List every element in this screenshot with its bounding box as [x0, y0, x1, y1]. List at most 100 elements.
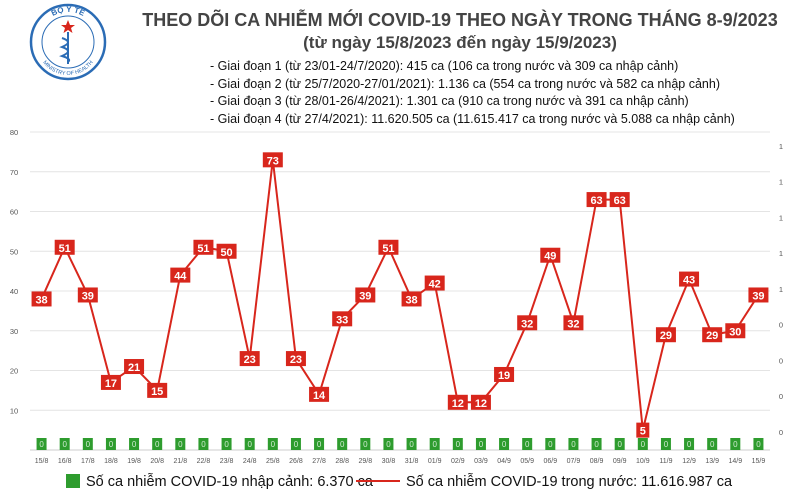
data-label: 23	[244, 354, 256, 366]
entry-bar-label: 0	[687, 440, 692, 449]
entry-bar	[660, 438, 671, 450]
y-tick-label-right: 1	[779, 142, 783, 151]
data-label-box	[702, 327, 723, 343]
entry-bar	[753, 438, 764, 450]
y-tick-label-left: 20	[10, 367, 18, 376]
entry-bar	[175, 438, 186, 450]
data-label-box	[147, 382, 168, 398]
entry-bar	[707, 438, 718, 450]
entry-bar-label: 0	[294, 440, 299, 449]
x-tick-label: 28/8	[335, 458, 349, 465]
entry-bar	[475, 438, 486, 450]
y-tick-label-right: 1	[779, 285, 783, 294]
x-tick-label: 08/9	[590, 458, 604, 465]
data-label: 63	[614, 195, 626, 207]
legend-item-bar: Số ca nhiễm COVID-19 nhập cảnh: 6.370 ca	[66, 474, 373, 490]
entry-bar-label: 0	[155, 440, 160, 449]
data-label-box	[239, 351, 260, 367]
data-label-box	[100, 374, 121, 390]
entry-bar-label: 0	[409, 440, 414, 449]
y-tick-label-right: 0	[779, 392, 783, 401]
y-tick-label-right: 1	[779, 178, 783, 187]
y-tick-label-left: 70	[10, 168, 18, 177]
entry-bar-label: 0	[479, 440, 484, 449]
svg-text:BỘ Y TẾ: BỘ Y TẾ	[50, 5, 87, 18]
entry-bar	[221, 438, 232, 450]
entry-bar-label: 0	[247, 440, 252, 449]
data-label: 30	[729, 326, 741, 338]
domestic-cases-line	[40, 158, 760, 432]
entry-bar-label: 0	[62, 440, 67, 449]
x-tick-label: 07/9	[567, 458, 581, 465]
entry-bar	[522, 438, 533, 450]
x-tick-label: 13/9	[705, 458, 719, 465]
x-tick-label: 04/9	[497, 458, 511, 465]
chart-title: THEO DÕI CA NHIỄM MỚI COVID-19 THEO NGÀY…	[142, 10, 778, 30]
entry-bar	[36, 438, 47, 450]
x-tick-label: 30/8	[382, 458, 396, 465]
data-label-box	[447, 394, 468, 410]
phase-note: - Giai đoạn 2 (từ 25/7/2020-27/01/2021):…	[210, 76, 720, 91]
entry-bar-label: 0	[525, 440, 530, 449]
entry-bar	[499, 438, 510, 450]
entry-bar	[129, 438, 140, 450]
entry-bar-label: 0	[271, 440, 276, 449]
x-tick-label: 12/9	[682, 458, 696, 465]
entry-bar	[452, 438, 463, 450]
data-label: 73	[267, 155, 279, 167]
data-label-box	[216, 243, 237, 259]
entry-bar	[337, 438, 348, 450]
data-label: 17	[105, 378, 117, 390]
x-tick-label: 24/8	[243, 458, 257, 465]
logo-text-top: BỘ Y TẾ	[50, 5, 87, 18]
entry-bar	[244, 438, 255, 450]
x-tick-label: 14/9	[729, 458, 743, 465]
data-label-box	[378, 239, 399, 255]
x-tick-label: 05/9	[520, 458, 534, 465]
data-label: 29	[706, 330, 718, 342]
data-label: 39	[359, 290, 371, 302]
entry-bar	[545, 438, 556, 450]
data-label-box	[494, 366, 515, 382]
data-label: 42	[429, 279, 441, 291]
data-label-box	[31, 291, 52, 307]
entry-bar-label: 0	[502, 440, 507, 449]
phase-note: - Giai đoạn 1 (từ 23/01-24/7/2020): 415 …	[210, 59, 679, 73]
legend-bar-label: Số ca nhiễm COVID-19 nhập cảnh: 6.370 ca	[86, 474, 373, 490]
entry-bar-label: 0	[132, 440, 137, 449]
data-label-box	[77, 287, 98, 303]
data-label-box	[193, 239, 214, 255]
entry-bar-label: 0	[664, 440, 669, 449]
data-label-box	[655, 327, 676, 343]
data-label-box	[262, 152, 283, 168]
data-label: 43	[683, 275, 695, 287]
legend-bar-swatch	[66, 474, 80, 488]
data-label: 50	[220, 247, 232, 259]
entry-bar-label: 0	[224, 440, 229, 449]
data-label: 33	[336, 314, 348, 326]
x-tick-label: 10/9	[636, 458, 650, 465]
entry-bar	[684, 438, 695, 450]
y-tick-label-left: 40	[10, 287, 18, 296]
chart-legend: Số ca nhiễm COVID-19 nhập cảnh: 6.370 ca…	[0, 471, 800, 497]
y-tick-label-left: 10	[10, 406, 18, 415]
data-label: 15	[151, 386, 163, 398]
chart-subtitle: (từ ngày 15/8/2023 đến ngày 15/9/2023)	[303, 33, 617, 52]
data-label-box	[609, 192, 630, 208]
x-tick-label: 03/9	[474, 458, 488, 465]
data-label-box	[636, 422, 650, 438]
entry-bar	[82, 438, 93, 450]
x-tick-label: 16/8	[58, 458, 72, 465]
data-label: 19	[498, 370, 510, 382]
data-label: 32	[521, 318, 533, 330]
legend-item-line: Số ca nhiễm COVID-19 trong nước: 11.616.…	[356, 474, 732, 490]
entry-bar-label: 0	[641, 440, 646, 449]
data-label: 38	[35, 294, 47, 306]
x-tick-label: 19/8	[127, 458, 141, 465]
data-label-box	[124, 359, 145, 375]
phase-note: - Giai đoạn 4 (từ 27/4/2021): 11.620.505…	[210, 111, 735, 126]
legend-line-swatch	[356, 480, 400, 482]
entry-bar-label: 0	[733, 440, 738, 449]
data-label: 51	[59, 243, 71, 255]
data-label: 51	[197, 243, 209, 255]
